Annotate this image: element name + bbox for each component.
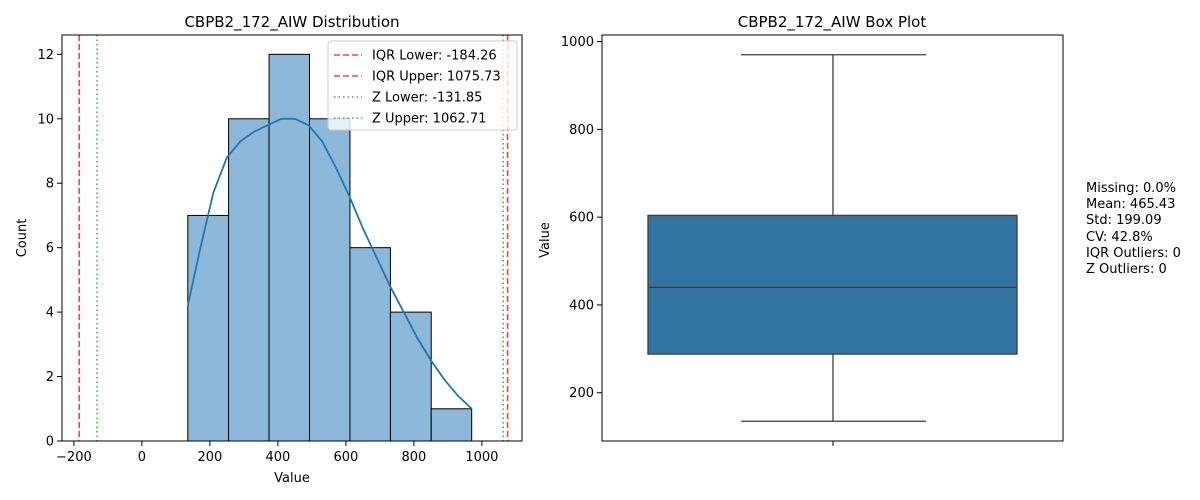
histogram-x-label: Value: [274, 471, 310, 486]
x-tick-label: 0: [138, 450, 146, 465]
x-tick-label: −200: [56, 450, 92, 465]
histogram-bar-0: [187, 214, 230, 442]
y-tick-label: 800: [569, 123, 594, 138]
stat-iqr-outliers: IQR Outliers: 0: [1086, 245, 1181, 261]
legend: IQR Lower: -184.26 IQR Upper: 1075.73 Z Lo…: [327, 40, 518, 131]
stat-cv: CV: 42.8%: [1086, 229, 1153, 245]
legend-box: [327, 40, 518, 131]
boxplot-shapes: [647, 54, 1018, 422]
histogram-bar-5: [389, 311, 432, 442]
histogram-title: CBPB2_172_AIW Distribution: [184, 13, 399, 32]
stat-z-outliers: Z Outliers: 0: [1086, 262, 1167, 278]
x-tick-label: 600: [333, 450, 358, 465]
histogram-bar-1: [228, 118, 270, 442]
y-tick-label: 400: [569, 298, 594, 313]
x-tick-label: 800: [401, 450, 426, 465]
boxplot-y-label: Value: [538, 222, 553, 258]
histogram-bar-6: [430, 408, 473, 442]
y-tick-label: 8: [46, 177, 54, 192]
y-tick-label: 600: [569, 211, 594, 226]
iqr-box: [647, 214, 1018, 355]
y-tick-label: 12: [37, 48, 54, 63]
y-tick-label: 6: [46, 241, 54, 256]
legend-label-2: Z Lower: -131.85: [372, 91, 482, 106]
y-tick-label: 2: [46, 370, 54, 385]
y-tick-label: 4: [46, 306, 54, 321]
y-tick-label: 0: [46, 435, 54, 450]
histogram-bar-2: [268, 53, 311, 442]
histogram-x-ticks: −200 0 200 400 600 800 1000: [56, 441, 498, 465]
stat-mean: Mean: 465.43: [1086, 197, 1176, 213]
histogram-panel: CBPB2_172_AIW Distribution −200 0 200 400 60…: [15, 13, 523, 486]
legend-label-3: Z Upper: 1062.71: [372, 112, 486, 127]
histogram-y-label: Count: [15, 219, 30, 258]
kde-curve: [186, 117, 473, 410]
boxplot-y-ticks: 200 400 600 800 1000: [561, 35, 602, 401]
legend-label-1: IQR Upper: 1075.73: [372, 70, 501, 85]
histogram-bars: [187, 53, 473, 442]
stat-std: Std: 199.09: [1086, 213, 1162, 229]
boxplot-panel: CBPB2_172_AIW Box Plot 2004006008001000 …: [538, 13, 1064, 446]
histogram-axes-frame: [61, 34, 523, 442]
boxplot-title: CBPB2_172_AIW Box Plot: [738, 13, 927, 32]
stat-missing: Missing: 0.0%: [1086, 181, 1177, 196]
histogram-bar-4: [349, 247, 391, 442]
histogram-y-ticks: 0 2 4 6 8 10 12: [37, 48, 62, 450]
y-tick-label: 200: [569, 386, 594, 401]
statistics-summary: Missing: 0.0% Mean: 465.43 Std: 199.09 C…: [1086, 181, 1181, 278]
histogram-bar-3: [309, 118, 351, 442]
y-tick-label: 1000: [561, 35, 594, 50]
x-tick-label: 400: [265, 450, 290, 465]
legend-label-0: IQR Lower: -184.26: [372, 49, 497, 64]
boxplot-axes-frame: [601, 34, 1064, 442]
y-tick-label: 10: [37, 112, 54, 127]
x-tick-label: 200: [197, 450, 222, 465]
x-tick-label: 1000: [465, 450, 498, 465]
